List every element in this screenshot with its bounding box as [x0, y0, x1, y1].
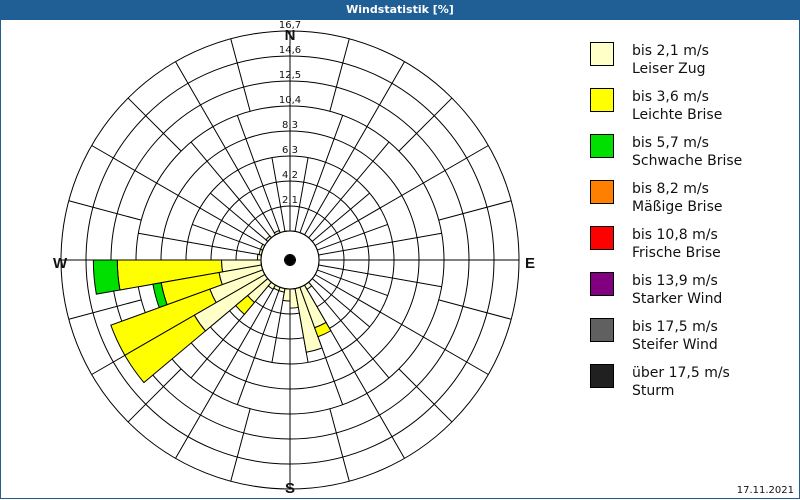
radial-tick-label: 14,6: [279, 45, 301, 56]
wind-sector: [110, 288, 217, 357]
legend-range: bis 2,1 m/s: [632, 43, 709, 59]
legend-name: Starker Wind: [632, 291, 723, 307]
legend-swatch: [590, 272, 614, 296]
chart-title: Windstatistik [%]: [0, 0, 800, 20]
legend-range: bis 13,9 m/s: [632, 273, 718, 289]
legend-range: bis 5,7 m/s: [632, 135, 709, 151]
radial-tick-label: 16,7: [279, 20, 301, 31]
legend-swatch: [590, 42, 614, 66]
radial-tick-label: 4,2: [282, 170, 298, 181]
legend-range: bis 17,5 m/s: [632, 319, 718, 335]
legend-range: bis 3,6 m/s: [632, 89, 709, 105]
legend-name: Mäßige Brise: [632, 199, 723, 215]
legend-range: über 17,5 m/s: [632, 365, 730, 381]
legend-swatch: [590, 226, 614, 250]
compass-east-label: E: [525, 255, 536, 272]
wind-sector: [234, 294, 256, 316]
wind-sector: [92, 259, 121, 295]
legend-swatch: [590, 318, 614, 342]
radial-tick-label: 12,5: [279, 70, 301, 81]
legend-range: bis 8,2 m/s: [632, 181, 709, 197]
wind-sector: [314, 321, 332, 338]
legend-name: Sturm: [632, 383, 675, 399]
legend-name: Schwache Brise: [632, 153, 743, 169]
wind-sector: [124, 314, 207, 384]
legend-swatch: [590, 88, 614, 112]
radial-tick-label: 2,1: [282, 195, 298, 206]
legend-name: Steifer Wind: [632, 337, 718, 353]
radial-tick-label: 8,3: [282, 120, 298, 131]
wind-sector: [152, 282, 168, 309]
legend-swatch: [590, 134, 614, 158]
legend-swatch: [590, 364, 614, 388]
legend-swatch: [590, 180, 614, 204]
date-stamp: 17.11.2021: [736, 485, 794, 496]
legend-range: bis 10,8 m/s: [632, 227, 718, 243]
legend-name: Leiser Zug: [632, 61, 706, 77]
compass-north-label: N: [284, 27, 296, 44]
compass-west-label: W: [53, 255, 68, 272]
radial-tick-label: 6,3: [282, 145, 298, 156]
legend-name: Leichte Brise: [632, 107, 723, 123]
compass-south-label: S: [284, 480, 296, 497]
legend-name: Frische Brise: [632, 245, 721, 261]
radial-tick-label: 10,4: [279, 95, 301, 106]
